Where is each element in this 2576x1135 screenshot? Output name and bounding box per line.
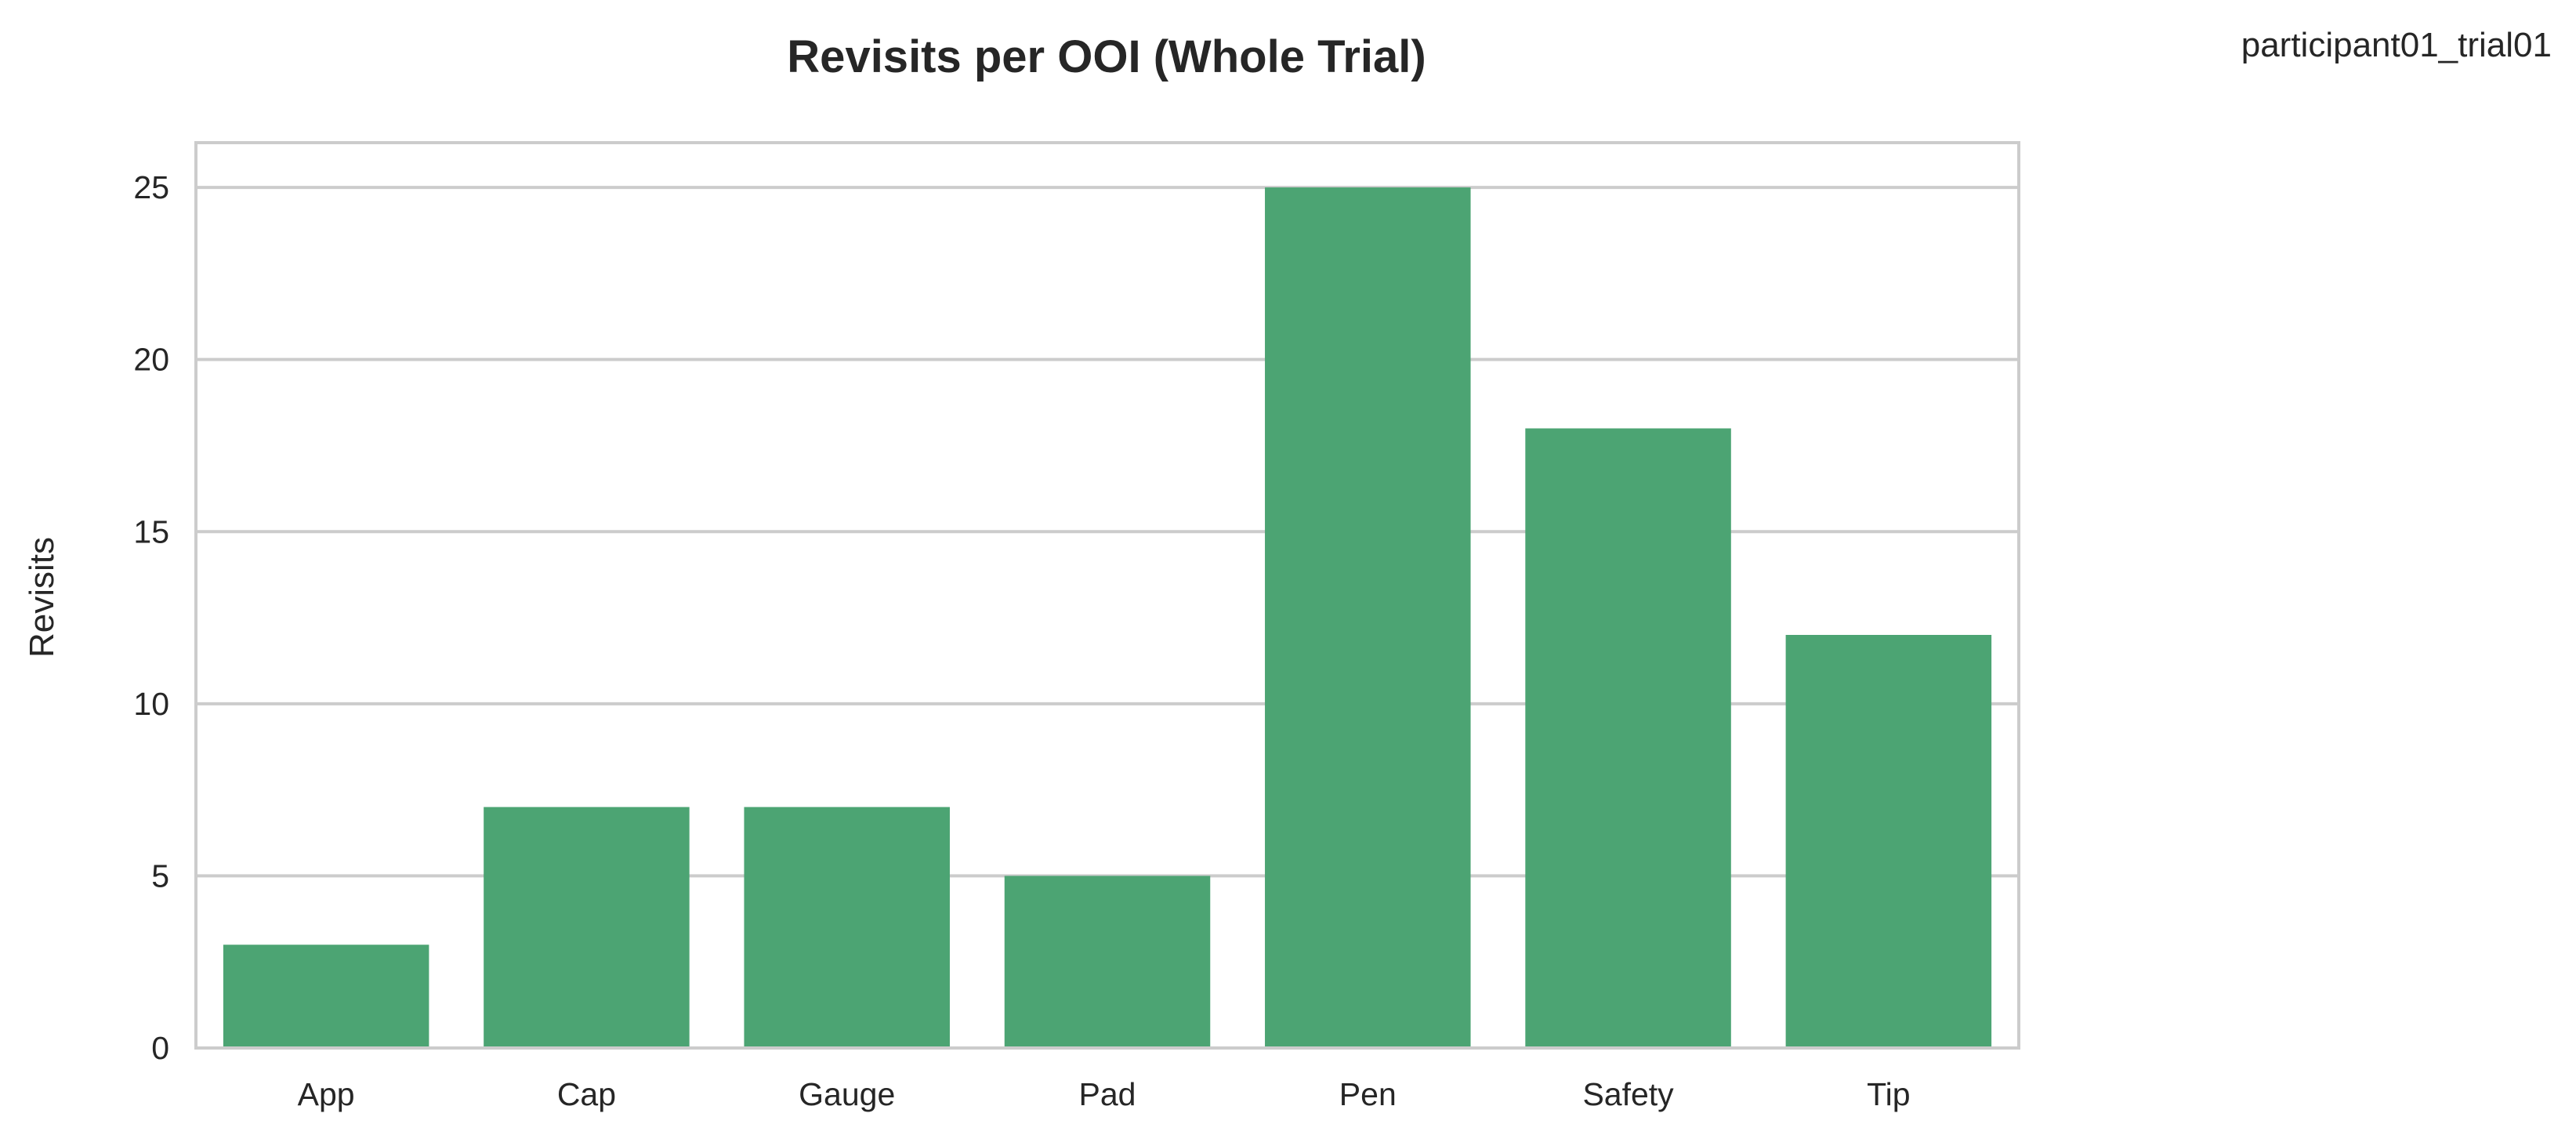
- x-tick-label-gauge: Gauge: [799, 1076, 895, 1112]
- x-tick-label-pen: Pen: [1339, 1076, 1397, 1112]
- bars: [223, 187, 1992, 1048]
- x-tick-label-pad: Pad: [1079, 1076, 1136, 1112]
- x-tick-labels: App Cap Gauge Pad Pen Safety Tip: [298, 1076, 1911, 1112]
- x-tick-label-app: App: [298, 1076, 355, 1112]
- y-tick-label: 20: [133, 342, 169, 378]
- x-tick-label-tip: Tip: [1867, 1076, 1910, 1112]
- bar-pen: [1265, 187, 1471, 1048]
- x-tick-label-cap: Cap: [557, 1076, 616, 1112]
- bar-app: [223, 945, 429, 1048]
- y-tick-label: 0: [151, 1030, 169, 1066]
- y-tick-label: 10: [133, 686, 169, 722]
- bar-tip: [1785, 635, 1992, 1048]
- y-tick-label: 25: [133, 169, 169, 205]
- x-tick-label-safety: Safety: [1582, 1076, 1674, 1112]
- bar-pad: [1004, 876, 1211, 1048]
- y-tick-labels: 0 5 10 15 20 25: [133, 169, 169, 1066]
- y-axis-label: Revisits: [23, 537, 61, 658]
- trial-id-label: participant01_trial01: [2241, 26, 2552, 64]
- y-tick-label: 15: [133, 513, 169, 549]
- y-tick-label: 5: [151, 858, 169, 894]
- bar-safety: [1525, 428, 1731, 1048]
- bar-cap: [484, 807, 690, 1048]
- chart-title: Revisits per OOI (Whole Trial): [787, 31, 1426, 82]
- bar-gauge: [744, 807, 950, 1048]
- plot-frame: [194, 141, 2020, 1050]
